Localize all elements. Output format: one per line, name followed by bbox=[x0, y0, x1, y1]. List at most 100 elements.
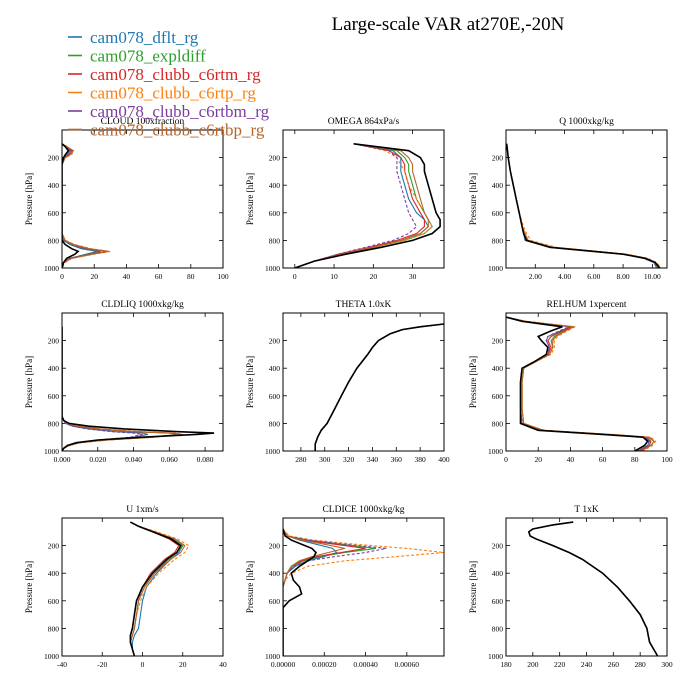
y-tick-label: 800 bbox=[269, 236, 281, 245]
y-tick-label: 200 bbox=[48, 154, 60, 163]
x-tick-label: 20 bbox=[90, 272, 98, 281]
y-tick-label: 400 bbox=[269, 364, 281, 373]
x-tick-label: 0.080 bbox=[197, 455, 214, 464]
series-line-cam078_clubb_c6rtp_rg bbox=[283, 528, 444, 656]
x-tick-label: 10.00 bbox=[644, 272, 661, 281]
panel-frame bbox=[282, 312, 445, 452]
panel-frame bbox=[282, 517, 445, 657]
x-tick-label: 6.00 bbox=[587, 272, 600, 281]
profile-panel-7: CLDICE 1000xkg/kg Pressure [hPa] 200 400 600… bbox=[245, 505, 445, 669]
y-tick-label: 1000 bbox=[488, 652, 503, 661]
x-tick-label: 0.00040 bbox=[353, 660, 378, 669]
y-tick-label: 400 bbox=[492, 181, 504, 190]
x-tick-label: 280 bbox=[635, 660, 647, 669]
y-tick-label: 600 bbox=[48, 392, 60, 401]
legend: cam078_dflt_rgcam078_expldiffcam078_club… bbox=[68, 28, 270, 140]
panel-frame bbox=[61, 517, 224, 657]
x-tick-label: 0.060 bbox=[161, 455, 178, 464]
y-tick-label: 200 bbox=[48, 337, 60, 346]
y-tick-label: 1000 bbox=[265, 264, 280, 273]
x-tick-label: 320 bbox=[343, 455, 355, 464]
panel-title: THETA 1.0xK bbox=[336, 300, 392, 310]
profile-panel-4: THETA 1.0xK Pressure [hPa] 200 400 600 800 100… bbox=[245, 300, 450, 464]
x-tick-label: 0.020 bbox=[89, 455, 106, 464]
x-tick-label: 0 bbox=[504, 455, 508, 464]
y-tick-label: 800 bbox=[48, 236, 60, 245]
panel-frame bbox=[61, 129, 224, 269]
y-tick-label: 600 bbox=[492, 392, 504, 401]
y-tick-label: 400 bbox=[48, 569, 60, 578]
series-line-cam078_clubb_c6rtbm_rg bbox=[283, 528, 387, 656]
legend-label: cam078_clubb_c6rtp_rg bbox=[90, 84, 256, 103]
panel-title: CLDICE 1000xkg/kg bbox=[322, 505, 404, 515]
y-tick-label: 1000 bbox=[488, 264, 503, 273]
x-tick-label: 220 bbox=[554, 660, 566, 669]
x-tick-label: 0.00000 bbox=[271, 660, 296, 669]
y-tick-label: 400 bbox=[269, 181, 281, 190]
x-tick-label: 20 bbox=[179, 660, 187, 669]
y-tick-label: 200 bbox=[492, 154, 504, 163]
series-line-control bbox=[62, 326, 215, 451]
series-line-control bbox=[527, 521, 659, 656]
legend-label: cam078_clubb_c6rtbp_rg bbox=[90, 121, 265, 140]
x-tick-label: 360 bbox=[391, 455, 403, 464]
y-tick-label: 800 bbox=[492, 236, 504, 245]
panel-title: U 1xm/s bbox=[126, 505, 159, 515]
x-tick-label: 4.00 bbox=[558, 272, 571, 281]
x-tick-label: 40 bbox=[219, 660, 227, 669]
legend-label: cam078_clubb_c6rtm_rg bbox=[90, 65, 261, 84]
x-tick-label: 100 bbox=[217, 272, 229, 281]
y-tick-label: 600 bbox=[269, 209, 281, 218]
x-tick-label: 40 bbox=[567, 455, 575, 464]
series-line-control bbox=[294, 143, 441, 268]
y-tick-label: 400 bbox=[48, 364, 60, 373]
y-tick-label: 800 bbox=[492, 624, 504, 633]
y-tick-label: 1000 bbox=[265, 447, 280, 456]
x-tick-label: 0.00020 bbox=[312, 660, 337, 669]
y-tick-label: 600 bbox=[48, 597, 60, 606]
series-line-cam078_clubb_c6rtbp_rg bbox=[283, 528, 346, 656]
y-axis-label: Pressure [hPa] bbox=[24, 356, 34, 408]
x-tick-label: 20 bbox=[370, 272, 378, 281]
y-axis-label: Pressure [hPa] bbox=[24, 173, 34, 225]
figure-title: Large-scale VAR at270E,-20N bbox=[332, 14, 565, 35]
x-tick-label: -40 bbox=[57, 660, 67, 669]
series-line-cam078_clubb_c6rtbm_rg bbox=[294, 143, 418, 268]
x-tick-label: 180 bbox=[500, 660, 512, 669]
panel-frame bbox=[505, 312, 668, 452]
x-tick-label: 2.00 bbox=[529, 272, 542, 281]
x-tick-label: 0 bbox=[293, 272, 297, 281]
y-tick-label: 1000 bbox=[488, 447, 503, 456]
x-tick-label: 200 bbox=[527, 660, 539, 669]
y-tick-label: 1000 bbox=[44, 652, 59, 661]
x-tick-label: 0 bbox=[60, 272, 64, 281]
series-line-control bbox=[314, 323, 444, 451]
panel-title: CLDLIQ 1000xkg/kg bbox=[101, 300, 184, 310]
y-axis-label: Pressure [hPa] bbox=[245, 561, 255, 613]
series-line-cam078_dflt_rg bbox=[283, 528, 338, 656]
series-line-control bbox=[283, 528, 317, 656]
y-tick-label: 800 bbox=[492, 419, 504, 428]
y-axis-label: Pressure [hPa] bbox=[245, 356, 255, 408]
y-tick-label: 800 bbox=[269, 419, 281, 428]
y-axis-label: Pressure [hPa] bbox=[24, 561, 34, 613]
x-tick-label: 400 bbox=[438, 455, 450, 464]
series-line-cam078_clubb_c6rtbp_rg bbox=[294, 143, 429, 268]
legend-label: cam078_clubb_c6rtbm_rg bbox=[90, 102, 270, 121]
x-tick-label: 10 bbox=[330, 272, 338, 281]
series-line-cam078_clubb_c6rtbm_rg bbox=[62, 143, 101, 268]
x-tick-label: 80 bbox=[187, 272, 195, 281]
panel-title: Q 1000xkg/kg bbox=[559, 117, 614, 127]
y-tick-label: 1000 bbox=[44, 447, 59, 456]
x-tick-label: 100 bbox=[661, 455, 673, 464]
y-tick-label: 800 bbox=[269, 624, 281, 633]
x-tick-label: 0.040 bbox=[125, 455, 142, 464]
y-axis-label: Pressure [hPa] bbox=[245, 173, 255, 225]
panel-title: OMEGA 864xPa/s bbox=[328, 117, 400, 127]
